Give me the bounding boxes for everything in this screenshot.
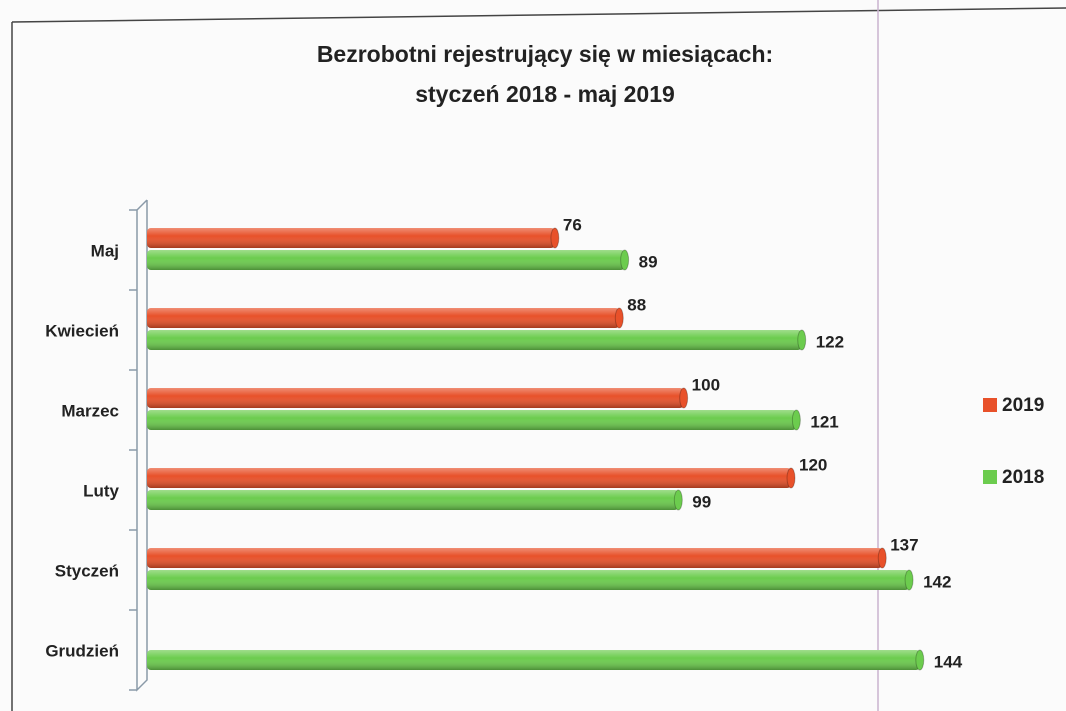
data-label: 121: [810, 412, 838, 431]
data-label: 89: [639, 252, 658, 271]
data-label: 88: [627, 295, 646, 314]
bar-cap: [915, 649, 925, 671]
category-label: Maj: [91, 241, 119, 260]
data-label: 76: [563, 215, 582, 234]
category-label: Luty: [83, 481, 119, 500]
bar-shade: [147, 490, 679, 510]
bar-shade: [147, 228, 555, 248]
bar-cap: [904, 569, 914, 591]
bar-shade: [147, 468, 791, 488]
chart-subtitle: styczeń 2018 - maj 2019: [415, 81, 675, 107]
bar-shade: [147, 548, 883, 568]
legend-swatch: [983, 398, 997, 412]
bar-shade: [147, 570, 910, 590]
bar-cap: [786, 467, 796, 489]
data-label: 120: [799, 455, 827, 474]
data-label: 100: [692, 375, 720, 394]
legend-label: 2018: [1002, 467, 1044, 488]
category-label: Marzec: [61, 401, 119, 420]
bar-shade: [147, 388, 684, 408]
data-label: 144: [934, 652, 963, 671]
bar-shade: [147, 330, 802, 350]
data-label: 99: [692, 492, 711, 511]
bar-cap: [614, 307, 624, 329]
bar-shade: [147, 308, 620, 328]
bar-cap: [877, 547, 887, 569]
bar-cap: [797, 329, 807, 351]
bar-cap: [791, 409, 801, 431]
legend-label: 2019: [1002, 395, 1044, 416]
data-label: 137: [890, 535, 918, 554]
category-label: Grudzień: [45, 641, 119, 660]
data-label: 142: [923, 572, 951, 591]
bar-cap: [620, 249, 630, 271]
bar-cap: [679, 387, 689, 409]
legend-swatch: [983, 470, 997, 484]
bar-cap: [673, 489, 683, 511]
chart-title: Bezrobotni rejestrujący się w miesiącach…: [317, 41, 773, 67]
bar-shade: [147, 650, 920, 670]
category-label: Styczeń: [55, 561, 119, 580]
bar-cap: [550, 227, 560, 249]
data-label: 122: [816, 332, 844, 351]
frame-top: [11, 7, 1066, 23]
bar-shade: [147, 410, 797, 430]
bar-shade: [147, 250, 625, 270]
category-label: Kwiecień: [45, 321, 119, 340]
